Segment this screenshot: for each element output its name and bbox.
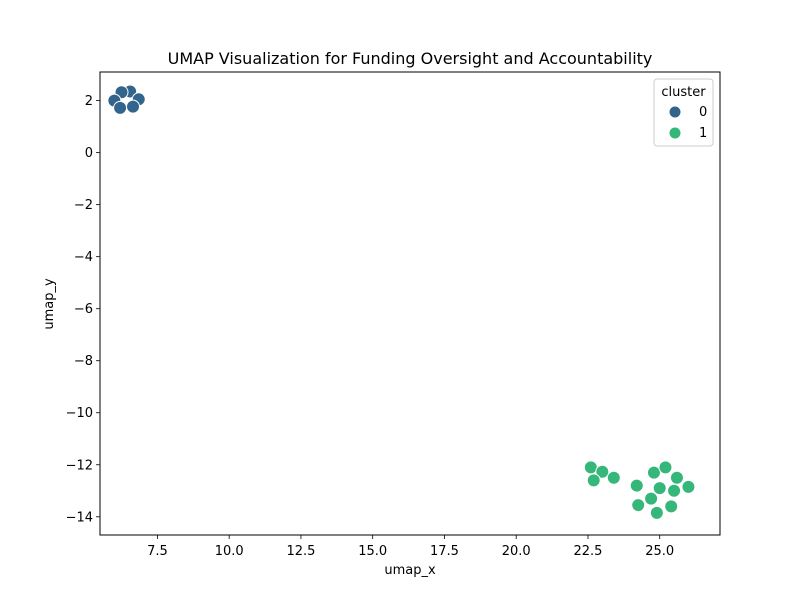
legend-title: cluster [661,85,706,100]
scatter-point-cluster-1 [595,464,610,479]
y-tick-label: −8 [74,354,93,369]
y-tick-label: 0 [85,146,93,161]
scatter-point-cluster-1 [629,478,644,493]
x-tick-label: 10.0 [215,544,244,559]
y-tick-label: −12 [66,458,93,473]
y-tick-label: −4 [74,250,93,265]
x-tick-label: 25.0 [645,544,674,559]
x-tick-label: 7.5 [147,544,168,559]
scatter-point-cluster-1 [631,498,646,513]
x-tick-label: 20.0 [502,544,531,559]
scatter-point-cluster-1 [667,483,682,498]
legend-box [653,78,714,147]
y-tick-label: 2 [85,94,93,109]
x-tick-label: 12.5 [286,544,315,559]
legend-marker-cluster-0 [668,105,682,119]
data-points [107,84,696,520]
scatter-point-cluster-1 [644,491,659,506]
scatter-point-cluster-1 [681,479,696,494]
x-tick-label: 15.0 [358,544,387,559]
scatter-point-cluster-1 [646,465,661,480]
scatter-point-cluster-1 [669,470,684,485]
y-tick-label: −10 [66,406,93,421]
x-axis-ticks: 7.5 10.0 12.5 15.0 17.5 20.0 22.5 25.0 [147,535,674,559]
scatter-point-cluster-1 [652,481,667,496]
scatter-point-cluster-0 [126,99,141,114]
scatter-point-cluster-1 [664,499,679,514]
scatter-point-cluster-1 [606,470,621,485]
y-tick-label: −6 [74,302,93,317]
legend-label-cluster-0: 0 [699,105,707,120]
y-axis-label: umap_y [42,278,57,330]
plot-frame [99,71,721,536]
legend-marker-cluster-1 [668,126,682,140]
scatter-point-cluster-1 [649,505,664,520]
y-tick-label: −2 [74,198,93,213]
x-tick-label: 22.5 [573,544,602,559]
chart-title: UMAP Visualization for Funding Oversight… [168,49,653,68]
legend-label-cluster-1: 1 [699,126,707,141]
legend: cluster 0 1 [653,78,714,147]
scatter-point-cluster-0 [113,100,128,115]
y-tick-label: −14 [66,510,93,525]
x-tick-label: 17.5 [430,544,459,559]
y-axis-ticks: 2 0 −2 −4 −6 −8 −10 −12 −14 [66,94,100,525]
scatter-point-cluster-1 [586,473,601,488]
x-axis-label: umap_x [384,563,436,578]
scatter-point-cluster-1 [658,460,673,475]
